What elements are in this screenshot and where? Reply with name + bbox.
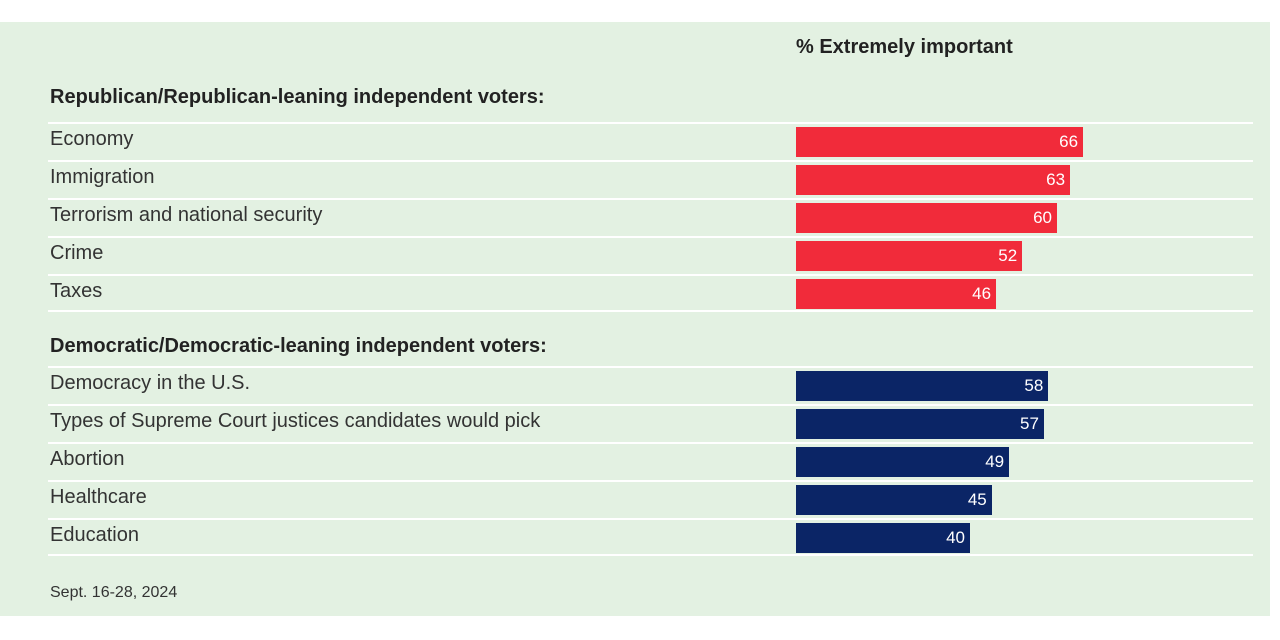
category-label: Healthcare	[50, 486, 147, 508]
bar-value-label: 40	[946, 528, 965, 547]
bar-value-label: 58	[1024, 376, 1044, 395]
group-title: Republican/Republican-leaning independen…	[50, 86, 545, 108]
category-label: Economy	[50, 128, 134, 150]
bar-value-label: 46	[972, 284, 992, 303]
bar-value-label: 60	[1033, 208, 1052, 227]
chart-row: Democracy in the U.S. 58	[48, 366, 1253, 404]
date-footnote: Sept. 16-28, 2024	[50, 584, 178, 601]
bar: 49	[796, 447, 1010, 477]
category-label: Terrorism and national security	[50, 204, 323, 226]
bar-value-label: 52	[998, 246, 1018, 265]
category-label: Education	[50, 524, 139, 546]
bar: 63	[796, 165, 1071, 195]
chart-row: Taxes 46	[48, 274, 1253, 312]
chart-row: Crime 52	[48, 236, 1253, 274]
bar: 40	[796, 523, 970, 553]
category-label: Taxes	[50, 280, 103, 302]
category-label: Immigration	[50, 166, 155, 188]
bar: 60	[796, 203, 1057, 233]
chart-row: Types of Supreme Court justices candidat…	[48, 404, 1253, 442]
bar: 46	[796, 279, 997, 309]
column-header: % Extremely important	[796, 36, 1013, 58]
chart-row: Terrorism and national security 60	[48, 198, 1253, 236]
bar-value-label: 49	[985, 452, 1005, 471]
category-label: Democracy in the U.S.	[50, 372, 251, 394]
chart-panel	[0, 22, 1270, 616]
chart-row: Abortion 49	[48, 442, 1253, 480]
bar: 45	[796, 485, 992, 515]
bar-value-label: 66	[1059, 132, 1079, 151]
group-title: Democratic/Democratic-leaning independen…	[50, 335, 547, 357]
bar: 58	[796, 371, 1049, 401]
chart-row: Economy 66	[48, 122, 1253, 160]
chart-row: Immigration 63	[48, 160, 1253, 198]
bar-value-label: 63	[1046, 170, 1066, 189]
bar-value-label: 57	[1020, 414, 1039, 433]
bar-value-label: 45	[967, 490, 987, 509]
bar: 52	[796, 241, 1023, 271]
chart-row: Education 40	[48, 518, 1253, 556]
chart-row: Healthcare 45	[48, 480, 1253, 518]
category-label: Types of Supreme Court justices candidat…	[50, 410, 541, 432]
category-label: Abortion	[50, 448, 125, 470]
category-label: Crime	[50, 242, 104, 264]
bar: 57	[796, 409, 1044, 439]
bar: 66	[796, 127, 1084, 157]
